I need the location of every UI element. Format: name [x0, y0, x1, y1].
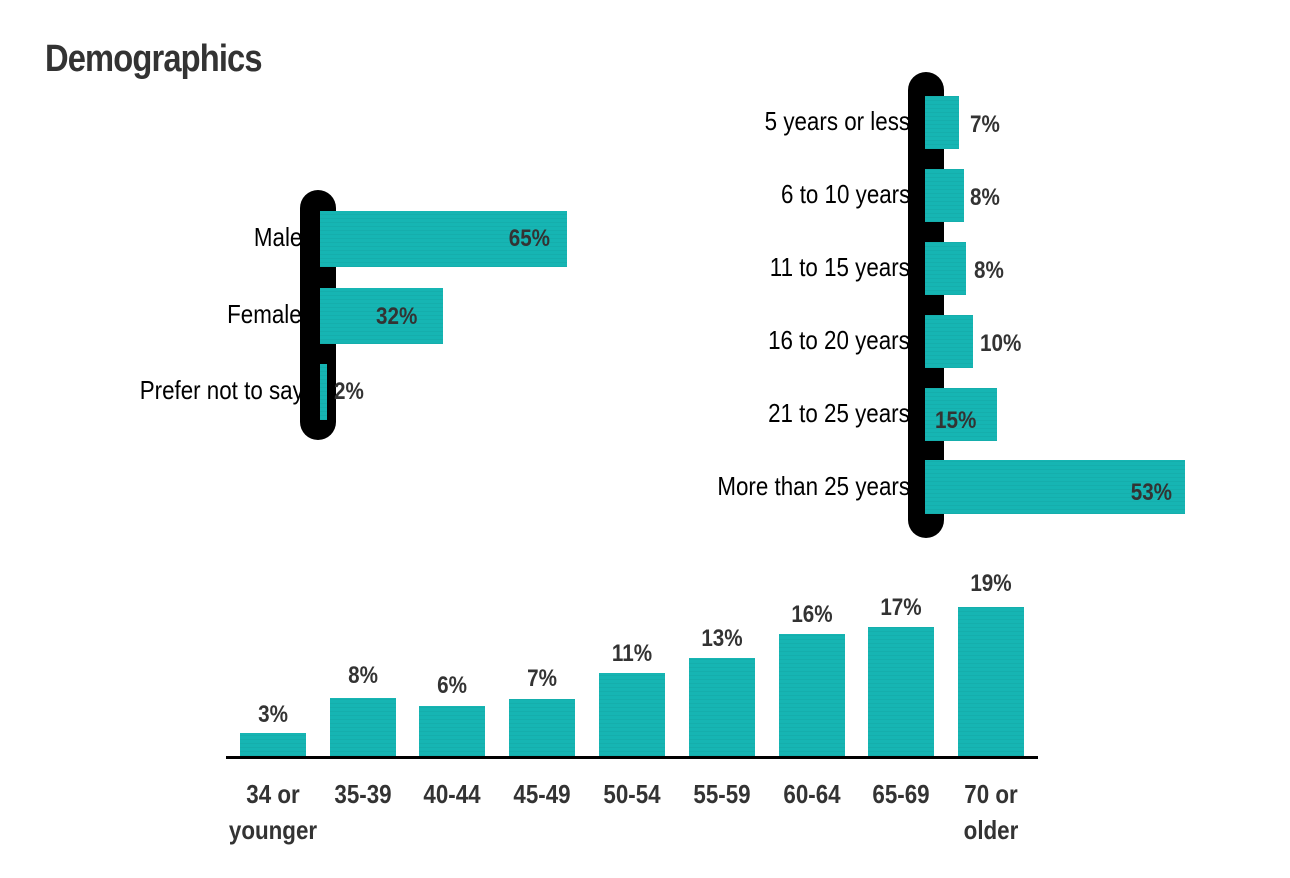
age-label-0-line2: younger — [228, 815, 318, 845]
exp-label-0: 5 years or less — [764, 106, 910, 136]
age-value-5: 13% — [701, 625, 743, 652]
exp-label-3: 16 to 20 years — [768, 325, 910, 355]
gender-value-prefer-not: 2% — [334, 378, 364, 405]
exp-bar-5 — [925, 460, 1185, 514]
exp-bar-1 — [925, 169, 964, 222]
age-bar-0 — [240, 733, 306, 756]
exp-label-5: More than 25 years — [717, 471, 910, 501]
age-value-4: 11% — [611, 640, 653, 667]
age-label-8: 70 or older — [944, 776, 1039, 848]
exp-value-1: 8% — [970, 184, 1000, 211]
age-label-0: 34 or younger — [226, 776, 321, 848]
age-bar-3 — [509, 699, 575, 756]
gender-value-female: 32% — [376, 303, 418, 330]
age-label-7: 65-69 — [872, 779, 930, 809]
exp-bar-0 — [925, 96, 959, 149]
age-value-8: 19% — [970, 570, 1012, 597]
exp-bar-4 — [925, 388, 997, 441]
age-value-7: 17% — [880, 594, 922, 621]
exp-label-4: 21 to 25 years — [768, 398, 910, 428]
exp-label-1: 6 to 10 years — [780, 179, 910, 209]
age-label-3: 45-49 — [513, 779, 571, 809]
age-label-0-line1: 34 or — [246, 779, 300, 809]
gender-bar-male — [320, 211, 567, 267]
age-label-8-line1: 70 or — [964, 779, 1018, 809]
age-label-5: 55-59 — [693, 779, 751, 809]
exp-value-3: 10% — [980, 330, 1022, 357]
exp-bar-3 — [925, 315, 973, 368]
age-bar-8 — [958, 607, 1024, 756]
age-bar-1 — [330, 698, 396, 756]
age-label-1: 35-39 — [334, 779, 392, 809]
gender-value-male: 65% — [508, 225, 550, 252]
gender-label-male: Male — [253, 222, 302, 252]
gender-bar-female — [320, 288, 443, 344]
exp-bar-2 — [925, 242, 966, 295]
age-bar-2 — [419, 706, 485, 756]
age-bar-6 — [779, 634, 845, 756]
gender-bar-prefer-not — [320, 364, 327, 420]
age-bar-4 — [599, 673, 665, 756]
age-label-8-line2: older — [963, 815, 1019, 845]
gender-label-female: Female — [227, 299, 302, 329]
age-value-6: 16% — [791, 601, 833, 628]
gender-label-prefer-not: Prefer not to say — [139, 375, 304, 405]
age-value-1: 8% — [348, 662, 378, 689]
exp-value-4: 15% — [935, 407, 977, 434]
exp-value-5: 53% — [1130, 479, 1172, 506]
exp-value-0: 7% — [970, 111, 1000, 138]
exp-value-2: 8% — [974, 257, 1004, 284]
age-value-0: 3% — [258, 701, 288, 728]
age-baseline — [226, 756, 1038, 759]
age-bar-5 — [689, 658, 755, 756]
age-value-2: 6% — [437, 672, 467, 699]
age-value-3: 7% — [527, 665, 557, 692]
age-bar-7 — [868, 627, 934, 756]
age-label-4: 50-54 — [603, 779, 661, 809]
exp-label-2: 11 to 15 years — [769, 252, 910, 282]
age-label-2: 40-44 — [423, 779, 481, 809]
age-label-6: 60-64 — [783, 779, 841, 809]
page-title: Demographics — [45, 38, 263, 80]
